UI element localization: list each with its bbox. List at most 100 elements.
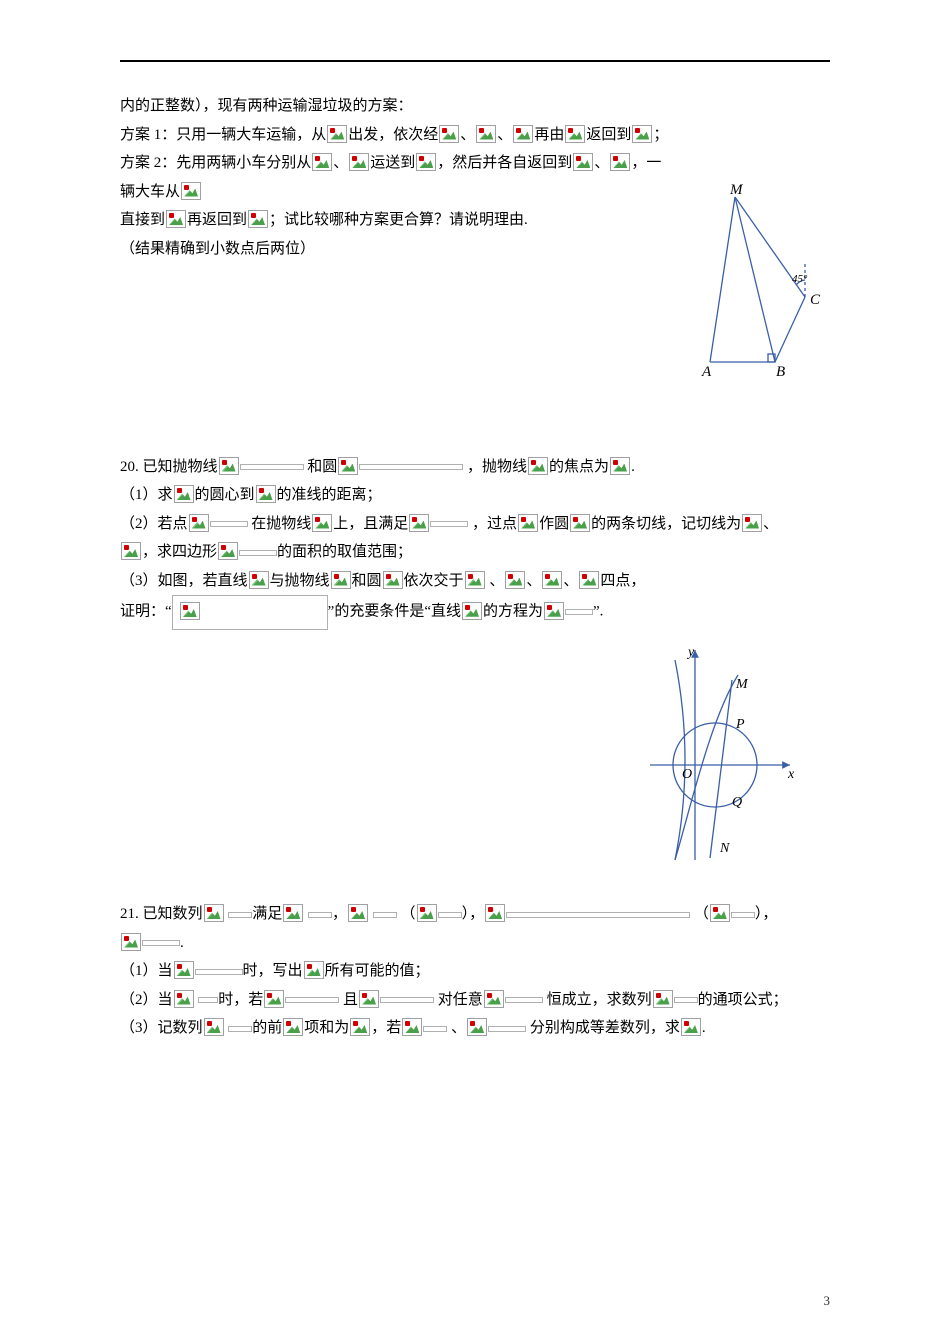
text: 的通项公式； (698, 992, 788, 1008)
placeholder-icon (528, 457, 548, 475)
formula-box (308, 912, 332, 918)
text: . (702, 1020, 706, 1036)
placeholder-icon (338, 457, 358, 475)
formula-box (285, 997, 339, 1003)
svg-text:B: B (776, 364, 785, 380)
text: 、 (497, 127, 512, 143)
text: 证明：“ (120, 604, 172, 620)
text: 的两条切线，记切线为 (591, 516, 741, 532)
text: 21. 已知数列 (120, 906, 203, 922)
placeholder-icon (570, 514, 590, 532)
placeholder-icon (348, 904, 368, 922)
text: 方案 2：先用两辆小车分别从 (120, 155, 311, 171)
text: 出发，依次经 (348, 127, 438, 143)
text: 、 (594, 155, 609, 171)
text: 返回到 (586, 127, 631, 143)
formula-box (210, 521, 248, 527)
text: 四点， (600, 573, 645, 589)
text: 、 (489, 573, 504, 589)
text: . (180, 935, 184, 951)
text: 恒成立，求数列 (547, 992, 652, 1008)
text: ，若 (371, 1020, 401, 1036)
placeholder-icon (327, 125, 347, 143)
placeholder-icon (349, 153, 369, 171)
placeholder-icon (249, 571, 269, 589)
placeholder-icon (189, 514, 209, 532)
svg-text:M: M (729, 182, 744, 198)
placeholder-icon (579, 571, 599, 589)
placeholder-icon (121, 542, 141, 560)
formula-box (488, 1026, 526, 1032)
formula-box (565, 609, 593, 615)
text: 依次交于 (404, 573, 464, 589)
placeholder-icon (312, 153, 332, 171)
placeholder-icon (476, 125, 496, 143)
svg-text:A: A (701, 364, 712, 380)
placeholder-icon (181, 182, 201, 200)
placeholder-icon (610, 457, 630, 475)
placeholder-icon (573, 153, 593, 171)
text: （3）记数列 (120, 1020, 203, 1036)
formula-box (423, 1026, 447, 1032)
placeholder-icon (174, 485, 194, 503)
placeholder-icon (204, 904, 224, 922)
placeholder-icon (465, 571, 485, 589)
text: 分别构成等差数列，求 (530, 1020, 680, 1036)
text: 时，写出 (243, 963, 303, 979)
text: 、 (460, 127, 475, 143)
text: （3）如图，若直线 (120, 573, 248, 589)
formula-box (430, 521, 468, 527)
formula-box (674, 997, 698, 1003)
placeholder-icon (283, 904, 303, 922)
placeholder-icon (218, 542, 238, 560)
placeholder-icon (331, 571, 351, 589)
placeholder-icon (121, 933, 141, 951)
placeholder-icon (439, 125, 459, 143)
placeholder-icon (409, 514, 429, 532)
placeholder-icon (513, 125, 533, 143)
formula-box (505, 997, 543, 1003)
svg-text:O: O (682, 767, 692, 782)
plan1: 方案 1：只用一辆大车运输，从出发，依次经、、再由返回到； (120, 121, 830, 150)
placeholder-icon (174, 990, 194, 1008)
text: ”的充要条件是“直线 (328, 604, 461, 620)
svg-text:P: P (735, 717, 745, 732)
placeholder-icon (359, 990, 379, 1008)
text: （ (694, 906, 709, 922)
text: 、 (526, 573, 541, 589)
intro-line1: 内的正整数），现有两种运输湿垃圾的方案： (120, 92, 830, 121)
svg-text:N: N (719, 841, 730, 856)
text: 和圆 (352, 573, 382, 589)
question-21: 21. 已知数列 满足 ， （ ）， （ ）， . （1）当 时，写出所有可能的… (120, 900, 830, 1043)
text: ，过点 (472, 516, 517, 532)
text: 时，若 (218, 992, 263, 1008)
top-rule (120, 60, 830, 62)
placeholder-icon (681, 1018, 701, 1036)
placeholder-icon (542, 571, 562, 589)
text: 再返回到 (187, 212, 247, 228)
formula-box (195, 969, 243, 975)
text: （2）当 (120, 992, 173, 1008)
placeholder-icon (416, 153, 436, 171)
text: 项和为 (304, 1020, 349, 1036)
placeholder-icon (248, 210, 268, 228)
text: ， (332, 906, 347, 922)
text: 、 (563, 573, 578, 589)
placeholder-icon (304, 961, 324, 979)
placeholder-icon (180, 602, 200, 620)
text: 运送到 (370, 155, 415, 171)
text: ）， (462, 906, 485, 922)
text: 的方程为 (483, 604, 543, 620)
text: （ (401, 906, 416, 922)
placeholder-icon (204, 1018, 224, 1036)
placeholder-icon (402, 1018, 422, 1036)
formula-box (359, 464, 463, 470)
figure-triangle: M 45° C A B (680, 182, 830, 393)
svg-text:y: y (686, 645, 695, 660)
placeholder-icon (219, 457, 239, 475)
formula-box (373, 912, 397, 918)
text: 的圆心到 (195, 487, 255, 503)
formula-box (198, 997, 218, 1003)
placeholder-icon (264, 990, 284, 1008)
formula-box (731, 912, 755, 918)
